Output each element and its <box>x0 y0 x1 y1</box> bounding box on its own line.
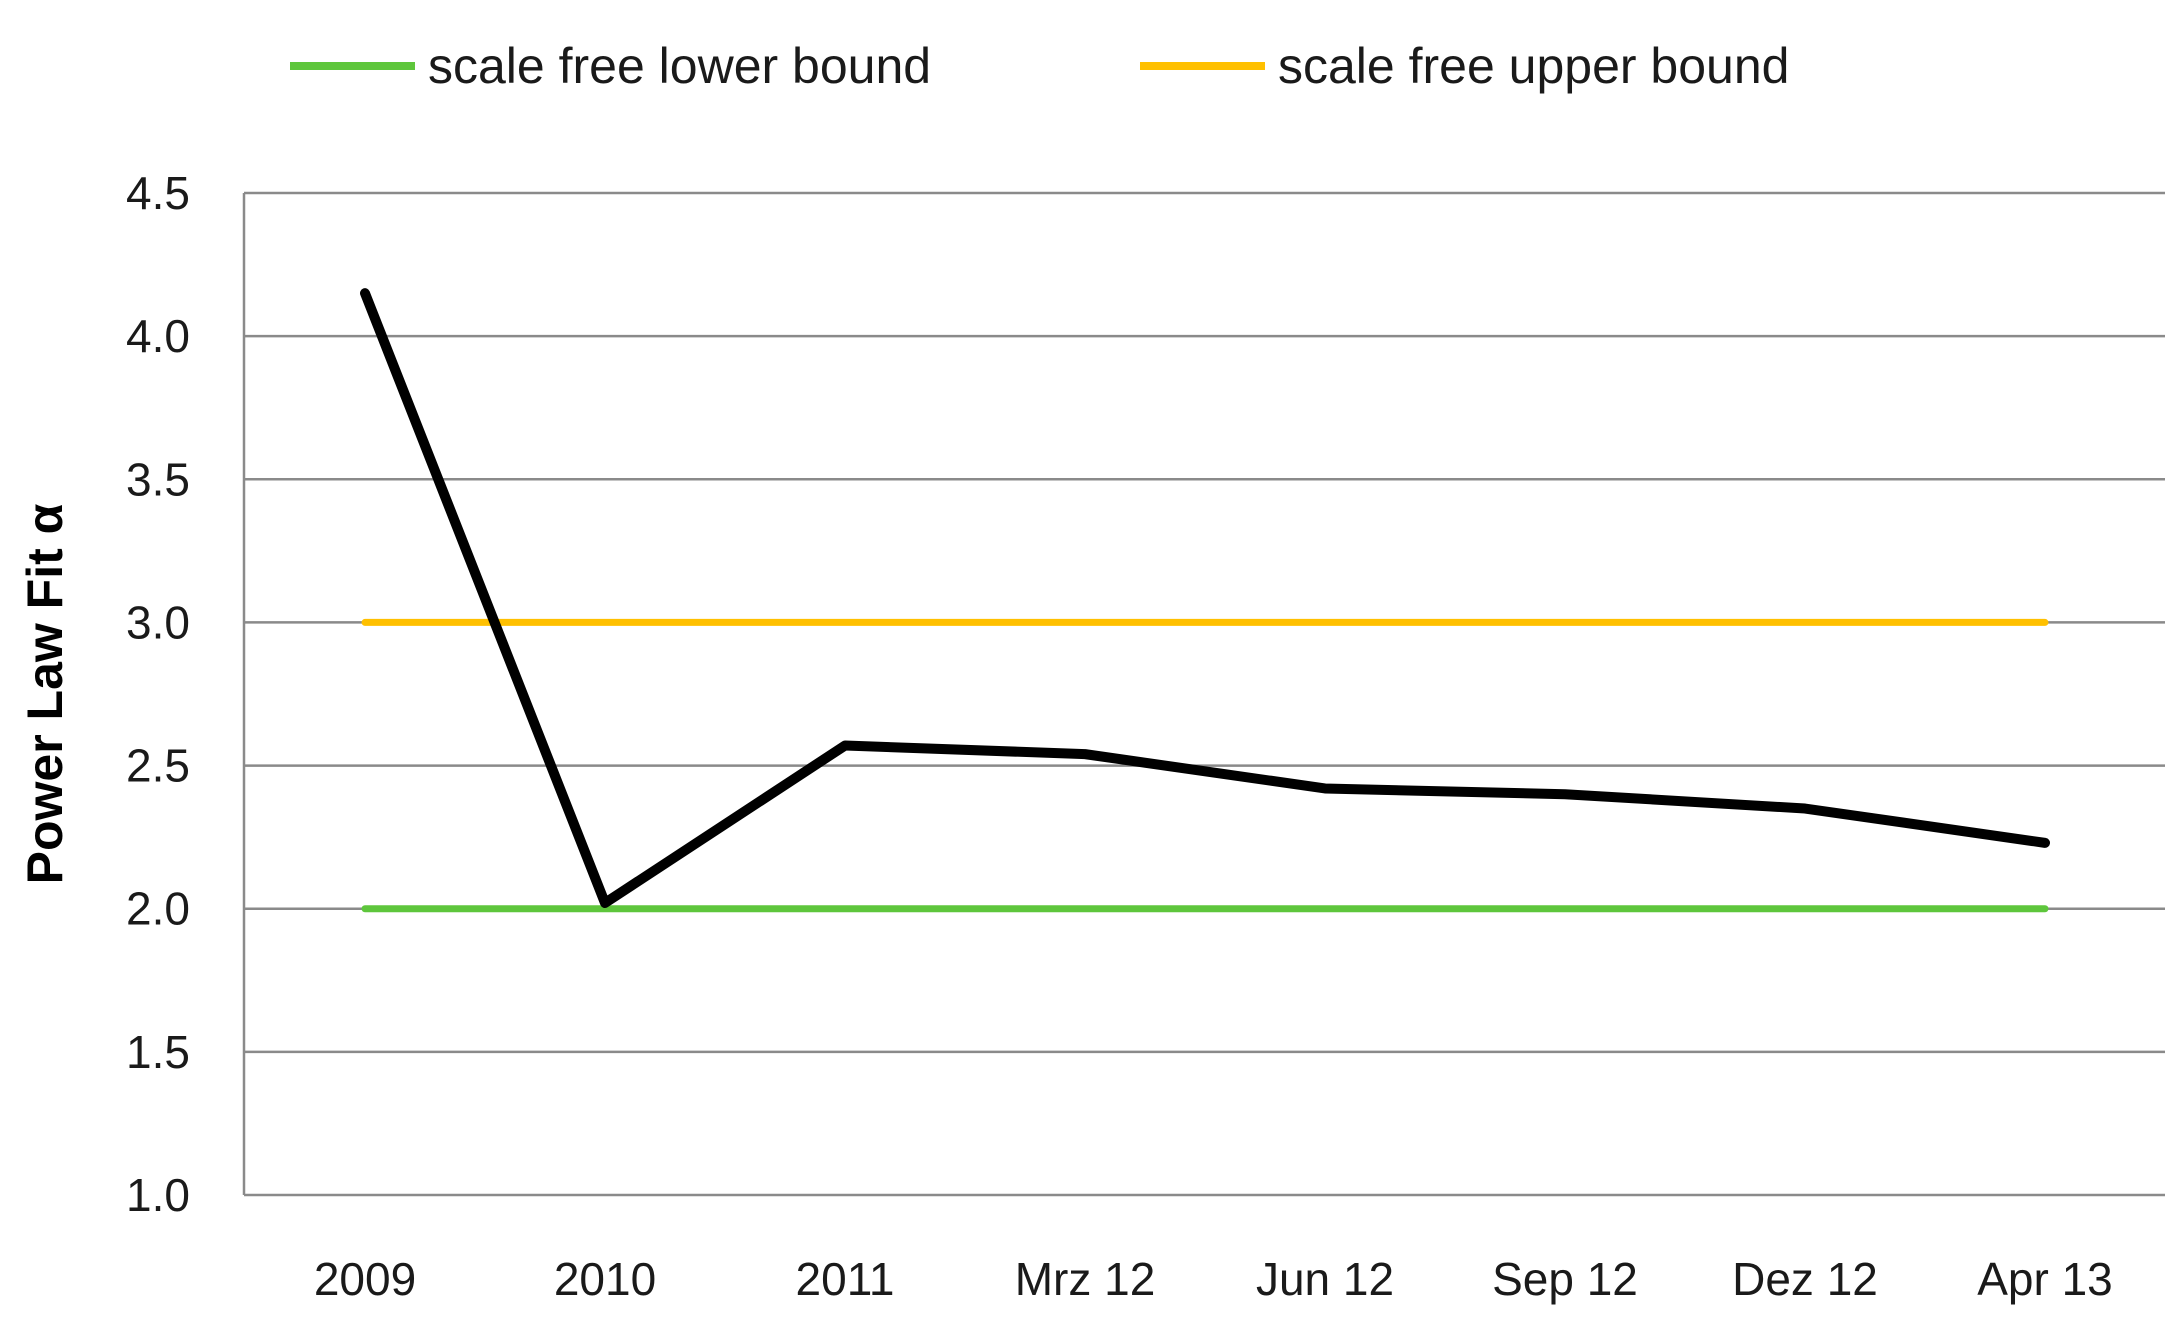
y-tick-label: 2.5 <box>126 740 190 792</box>
x-axis-ticks: 2009 2010 2011 Mrz 12 Jun 12 Sep 12 Dez 12 Apr … <box>314 1253 2113 1305</box>
y-tick-label: 3.5 <box>126 453 190 505</box>
y-tick-label: 2.0 <box>126 883 190 935</box>
x-tick-label: Mrz 12 <box>1015 1253 1156 1305</box>
series-line-power-law-fit <box>360 288 2050 908</box>
x-tick-label: Dez 12 <box>1732 1253 1878 1305</box>
x-tick-label: Apr 13 <box>1977 1253 2113 1305</box>
y-axis-label: Power Law Fit α <box>17 503 73 884</box>
y-tick-label: 1.0 <box>126 1169 190 1221</box>
y-tick-label: 1.5 <box>126 1026 190 1078</box>
x-tick-label: 2009 <box>314 1253 416 1305</box>
legend-label-lower-bound: scale free lower bound <box>428 38 931 94</box>
y-tick-label: 4.0 <box>126 310 190 362</box>
x-tick-label: Sep 12 <box>1492 1253 1638 1305</box>
gridlines <box>244 191 2165 1197</box>
series-lines <box>360 288 2050 913</box>
y-axis-ticks: 1.0 1.5 2.0 2.5 3.0 3.5 4.0 4.5 <box>126 167 190 1221</box>
y-tick-label: 3.0 <box>126 596 190 648</box>
x-tick-label: Jun 12 <box>1256 1253 1394 1305</box>
legend: scale free lower bound scale free upper … <box>290 38 1789 94</box>
legend-label-upper-bound: scale free upper bound <box>1278 38 1789 94</box>
x-tick-label: 2011 <box>796 1253 895 1305</box>
x-tick-label: 2010 <box>554 1253 656 1305</box>
y-tick-label: 4.5 <box>126 167 190 219</box>
